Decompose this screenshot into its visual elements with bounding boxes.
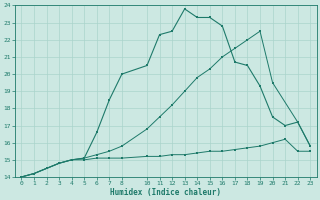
- X-axis label: Humidex (Indice chaleur): Humidex (Indice chaleur): [110, 188, 221, 197]
